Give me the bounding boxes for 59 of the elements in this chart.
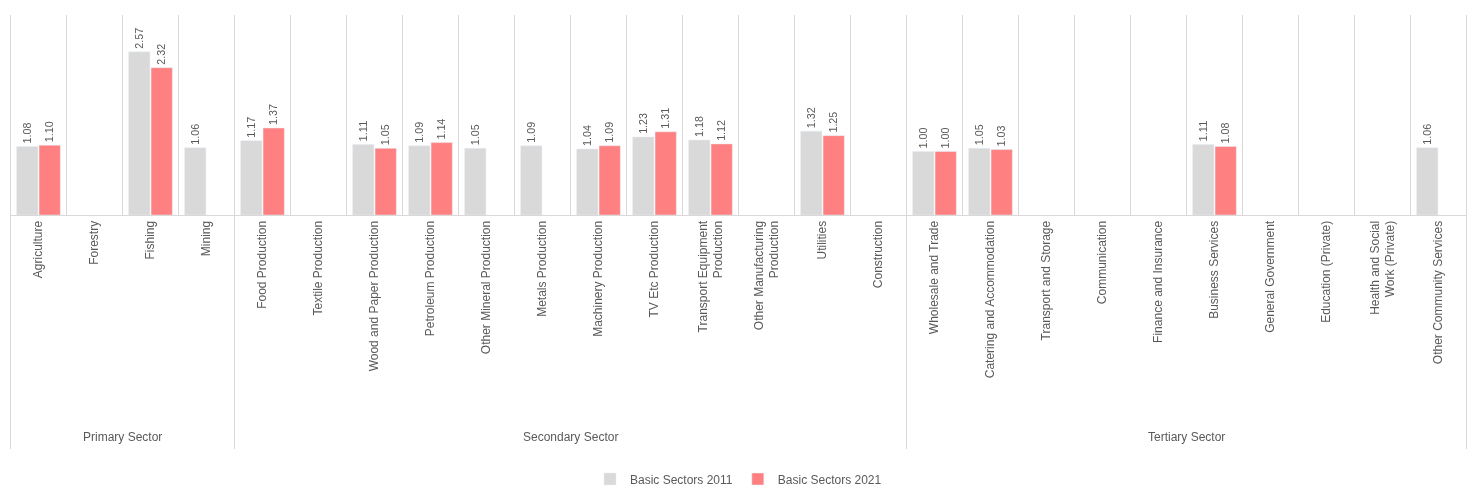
x-tick-label: Catering and Accommodation — [983, 220, 998, 379]
x-tick-label: Other Mineral Production — [479, 220, 494, 355]
x-tick-label: Business Services — [1207, 220, 1222, 319]
x-tick-label: Utilities — [815, 220, 830, 260]
data-label: 1.03 — [995, 125, 1008, 147]
data-label: 1.31 — [659, 107, 672, 129]
x-tick-label: Agriculture — [31, 220, 46, 279]
text: Tertiary Sector — [1148, 430, 1226, 444]
x-tick-label: Petroleum Production — [423, 220, 438, 337]
x-tick-label: General Government — [1263, 220, 1278, 333]
x-tick-label: Food Production — [255, 220, 270, 309]
x-tick-label: Fishing — [143, 220, 158, 260]
data-label: 1.11 — [357, 120, 370, 142]
x-tick-label: Textile Production — [311, 220, 326, 316]
data-label: 1.08 — [1219, 122, 1232, 144]
text: Primary Sector — [83, 430, 163, 444]
data-label: 1.00 — [939, 127, 952, 149]
data-label: 2.32 — [155, 43, 168, 65]
data-label: 1.05 — [379, 124, 392, 146]
data-label: 1.04 — [580, 124, 593, 146]
data-label: 1.37 — [267, 104, 280, 125]
x-tick-label: Education (Private) — [1319, 220, 1334, 323]
legend-label: Basic Sectors 2011 — [630, 472, 733, 487]
data-label: 1.05 — [972, 124, 985, 146]
data-label: 1.06 — [1420, 123, 1433, 145]
x-tick-label: Wholesale and Trade — [927, 220, 942, 335]
data-label: 1.32 — [804, 107, 817, 129]
data-label: 1.10 — [43, 121, 56, 143]
x-tick-label: Machinery Production — [591, 220, 606, 337]
data-label: 1.08 — [20, 122, 33, 144]
x-tick-label: Communication — [1095, 220, 1110, 305]
data-label: 1.11 — [1197, 120, 1210, 142]
x-tick-label: Metals Production — [535, 220, 550, 317]
x-tick-label: Other Community Services — [1431, 220, 1446, 365]
data-label: 1.25 — [827, 111, 840, 133]
data-label: 1.17 — [244, 116, 257, 138]
x-tick-label: Other Manufacturing Production — [751, 220, 782, 331]
data-label: 1.06 — [188, 123, 201, 145]
x-tick-label: TV Etc Production — [647, 220, 662, 318]
x-tick-label: Health and Social Work (Private) — [1367, 220, 1398, 315]
text: Secondary Sector — [523, 430, 619, 444]
x-tick-label: Mining — [199, 220, 214, 257]
data-label: 1.09 — [412, 121, 425, 143]
data-label: 1.18 — [692, 116, 705, 138]
data-label: 2.57 — [132, 27, 145, 49]
data-label: 1.00 — [916, 127, 929, 149]
data-label: 1.12 — [715, 119, 728, 141]
data-label: 1.23 — [636, 112, 649, 134]
x-tick-label: Transport and Storage — [1039, 220, 1054, 341]
data-label: 1.09 — [603, 121, 616, 143]
data-label: 1.05 — [468, 124, 481, 146]
data-label: 1.14 — [435, 118, 448, 140]
legend-label: Basic Sectors 2021 — [777, 472, 882, 487]
x-tick-label: Transport Equipment Production — [695, 220, 726, 333]
data-label: 1.09 — [524, 121, 537, 143]
x-tick-label: Finance and Insurance — [1151, 220, 1166, 343]
x-tick-label: Construction — [871, 220, 886, 289]
x-tick-label: Forestry — [87, 220, 102, 265]
x-tick-label: Wood and Paper Production — [367, 220, 382, 372]
